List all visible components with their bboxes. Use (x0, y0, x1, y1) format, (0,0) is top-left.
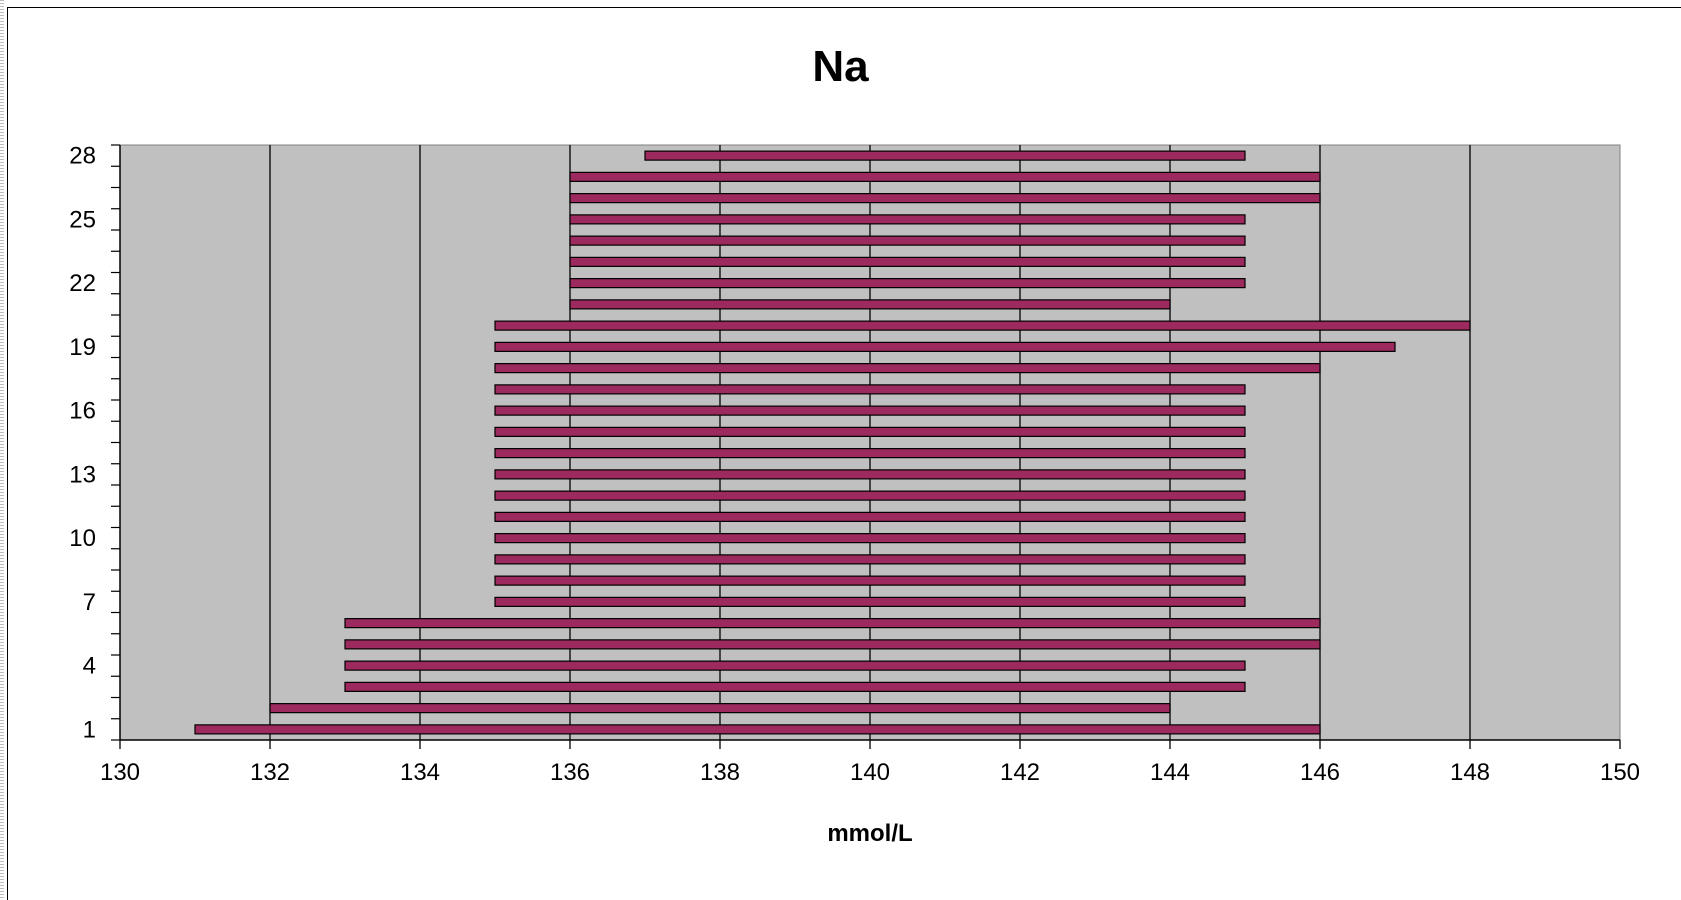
y-tick-label: 25 (69, 206, 96, 233)
range-bar (494, 575, 1246, 586)
y-tick-label: 16 (69, 398, 96, 425)
x-tick-label: 130 (100, 759, 140, 786)
range-bar (494, 596, 1246, 607)
range-bar (569, 193, 1321, 204)
x-axis-title: mmol/L (827, 820, 912, 847)
y-tick-label: 1 (83, 716, 96, 743)
x-tick-label: 138 (700, 759, 740, 786)
range-bar (494, 511, 1246, 522)
range-bar (569, 278, 1246, 289)
chart-title: Na (812, 42, 869, 91)
x-tick-label: 142 (1000, 759, 1040, 786)
y-tick-label: 28 (69, 143, 96, 170)
range-bar (494, 490, 1246, 501)
range-bar (569, 299, 1171, 310)
x-tick-label: 148 (1450, 759, 1490, 786)
range-bar (494, 405, 1246, 416)
range-bar (494, 320, 1471, 331)
range-bar (569, 214, 1246, 225)
range-bar (344, 681, 1246, 692)
y-tick-label: 4 (83, 653, 96, 680)
range-bar (644, 150, 1246, 161)
range-bar (494, 341, 1396, 352)
range-bar (569, 256, 1246, 267)
range-bar (344, 660, 1246, 671)
x-tick-label: 132 (250, 759, 290, 786)
window-edge (0, 0, 4, 900)
range-bar (494, 554, 1246, 565)
range-bar (344, 639, 1321, 650)
x-tick-label: 136 (550, 759, 590, 786)
y-tick-label: 10 (69, 525, 96, 552)
range-bar (494, 363, 1321, 374)
x-tick-label: 134 (400, 759, 440, 786)
range-bar (494, 426, 1246, 437)
x-tick-label: 144 (1150, 759, 1190, 786)
y-tick-label: 19 (69, 334, 96, 361)
y-tick-label: 7 (83, 589, 96, 616)
range-bar (494, 533, 1246, 544)
range-bar (344, 618, 1321, 629)
range-bar (494, 469, 1246, 480)
range-bar (269, 703, 1171, 714)
range-bar (494, 448, 1246, 459)
range-bar (194, 724, 1321, 735)
x-tick-label: 140 (850, 759, 890, 786)
range-bar (494, 384, 1246, 395)
x-tick-label: 150 (1600, 759, 1640, 786)
y-tick-label: 22 (69, 270, 96, 297)
y-tick-label: 13 (69, 461, 96, 488)
x-tick-label: 146 (1300, 759, 1340, 786)
range-bar (569, 171, 1321, 182)
range-bar (569, 235, 1246, 246)
